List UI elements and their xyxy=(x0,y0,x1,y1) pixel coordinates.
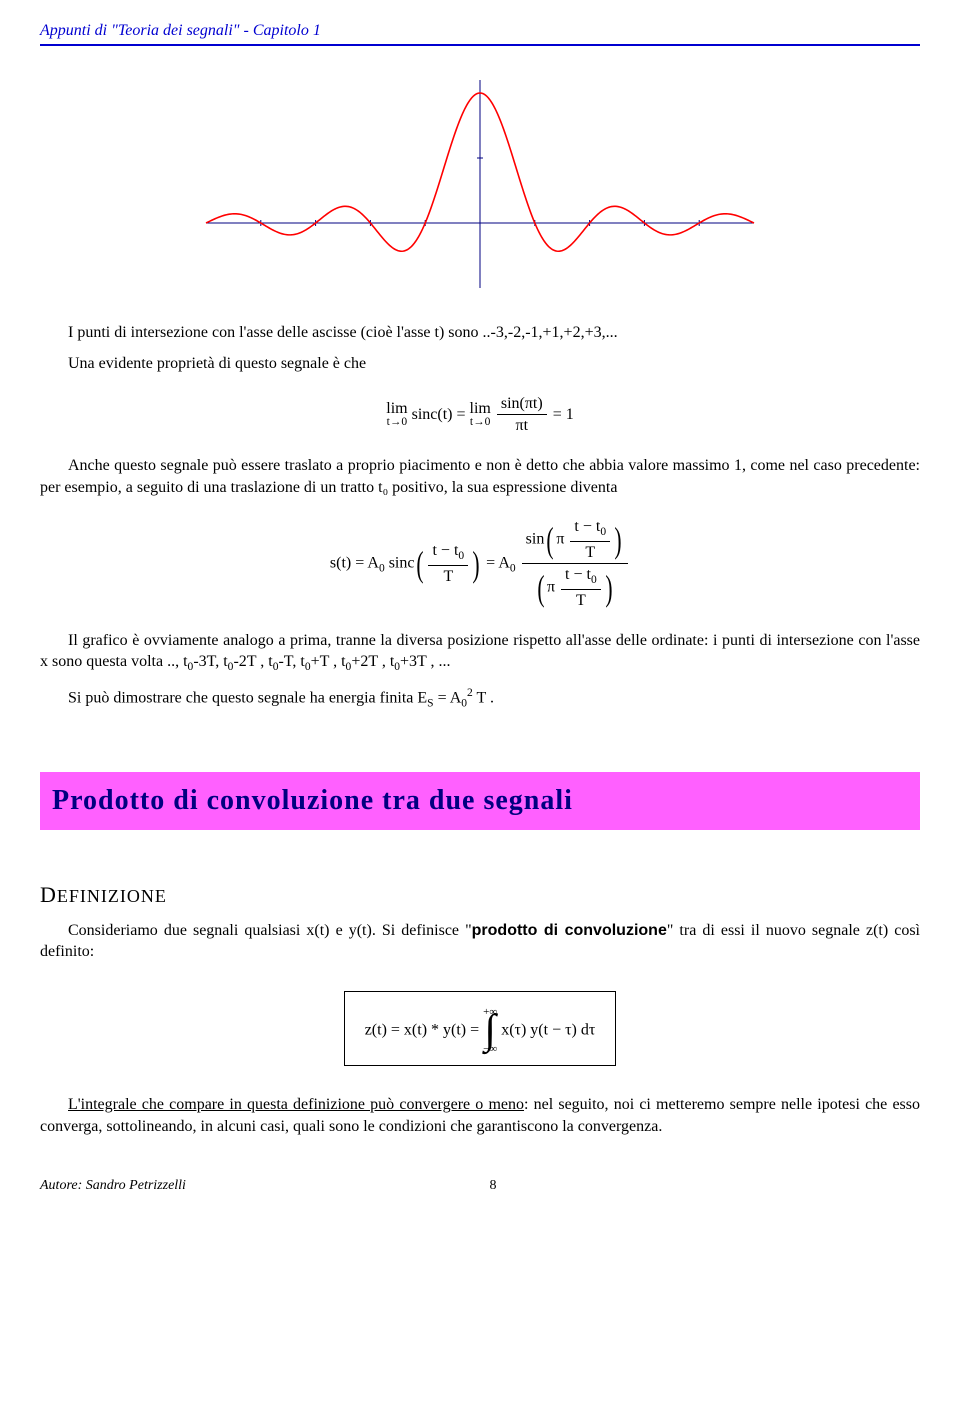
paragraph-define-convolution: Consideriamo due segnali qualsiasi x(t) … xyxy=(40,920,920,963)
footer-page-number: 8 xyxy=(66,1177,920,1196)
paragraph-property-intro: Una evidente proprietà di questo segnale… xyxy=(40,353,920,375)
section-title-convolution: Prodotto di convoluzione tra due segnali xyxy=(40,772,920,830)
sinc-chart xyxy=(200,74,760,294)
paragraph-intersections: I punti di intersezione con l'asse delle… xyxy=(40,322,920,344)
paragraph-convergence-note: L'integrale che compare in questa defini… xyxy=(40,1094,920,1137)
equation-shifted-sinc: s(t) = A0 sinc(t − t0T) = A0 sin(π t − t… xyxy=(40,516,920,612)
equation-limit-sinc: limt→0 sinc(t) = limt→0 sin(πt)πt = 1 xyxy=(40,393,920,437)
doc-header: Appunti di "Teoria dei segnali" - Capito… xyxy=(40,20,920,46)
page-footer: Autore: Sandro Petrizzelli 8 xyxy=(40,1177,920,1196)
equation-convolution: z(t) = x(t) * y(t) = +∞∫−∞ x(τ) y(t − τ)… xyxy=(40,973,920,1084)
paragraph-graph-analogy: Il grafico è ovviamente analogo a prima,… xyxy=(40,630,920,676)
paragraph-energy: Si può dimostrare che questo segnale ha … xyxy=(40,686,920,712)
boxed-equation: z(t) = x(t) * y(t) = +∞∫−∞ x(τ) y(t − τ)… xyxy=(344,991,617,1066)
subheading-definition: DEFINIZIONE xyxy=(40,880,920,910)
paragraph-translation: Anche questo segnale può essere traslato… xyxy=(40,455,920,498)
page: Appunti di "Teoria dei segnali" - Capito… xyxy=(0,0,960,1226)
